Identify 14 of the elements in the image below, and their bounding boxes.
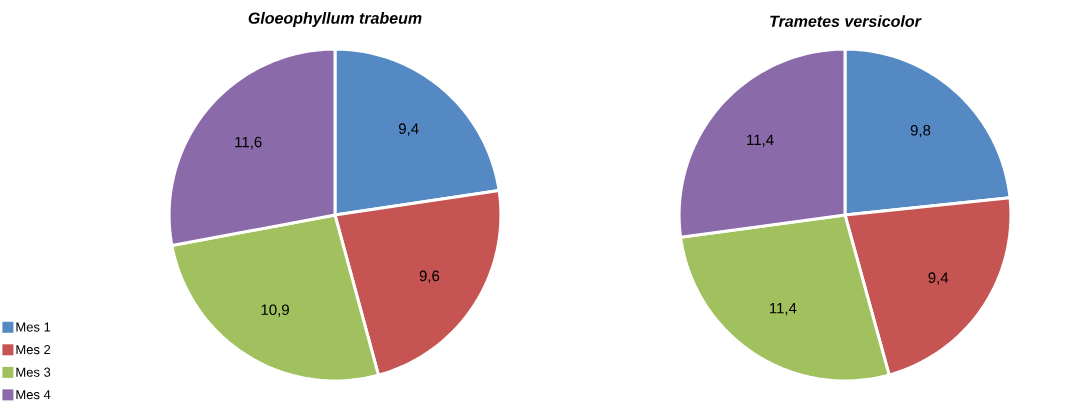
chart-title: Trametes versicolor: [770, 15, 922, 27]
data-label: 11,6: [235, 136, 262, 150]
legend-label: Mes 2: [16, 345, 51, 355]
legend-label: Mes 4: [16, 390, 51, 400]
data-label: 11,4: [769, 303, 797, 316]
data-label: 9,6: [419, 270, 440, 283]
data-label: 10,9: [261, 304, 289, 317]
legend-label: Mes 1: [16, 322, 51, 332]
legend-label: Mes 3: [16, 367, 51, 377]
data-label: 11,4: [747, 134, 774, 147]
data-label: 9,8: [910, 124, 931, 138]
data-label: 9,4: [398, 123, 419, 136]
chart-title: Gloeophyllum trabeum: [248, 12, 422, 27]
data-label: 9,4: [928, 272, 949, 285]
